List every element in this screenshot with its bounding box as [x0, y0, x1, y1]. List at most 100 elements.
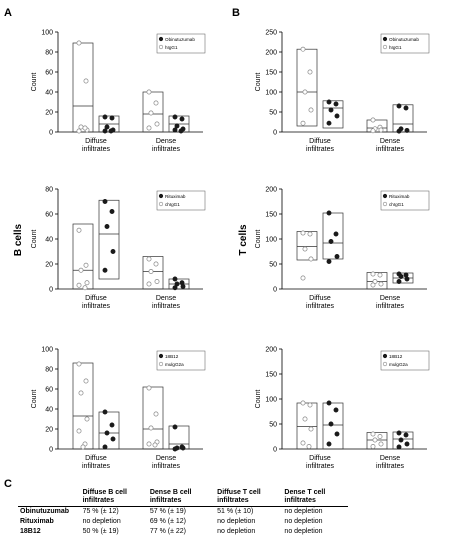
- legend-label: mulgG2a: [165, 362, 184, 367]
- chart-2: 050100150200250CountDiffuseinfiltratesDe…: [255, 30, 430, 153]
- data-point: [396, 128, 402, 134]
- data-point: [334, 431, 340, 437]
- data-point: [300, 120, 306, 126]
- box: [366, 272, 388, 290]
- data-point: [300, 46, 306, 52]
- panel-label-b: B: [232, 7, 240, 19]
- data-point: [172, 446, 178, 452]
- data-point: [174, 281, 180, 287]
- y-axis-label: Count: [255, 230, 262, 249]
- data-point: [404, 441, 410, 447]
- y-tick-label: 200: [265, 347, 277, 354]
- table-cell: 51 % (± 10): [217, 508, 254, 515]
- x-tick-label: Diffuse: [309, 295, 331, 302]
- data-point: [370, 431, 376, 437]
- data-point: [326, 99, 332, 105]
- data-point: [172, 114, 178, 120]
- x-tick-label: infiltrates: [306, 463, 335, 470]
- data-point: [146, 125, 152, 131]
- x-tick-label: Dense: [156, 455, 176, 462]
- legend: Rituximab chIgG1: [380, 190, 430, 211]
- legend-marker: [158, 361, 164, 367]
- box: [322, 100, 344, 129]
- data-point: [172, 424, 178, 430]
- x-tick-label: Diffuse: [85, 455, 107, 462]
- x-tick-label: infiltrates: [82, 146, 111, 153]
- data-point: [78, 124, 84, 130]
- data-point: [104, 430, 110, 436]
- panel-c-depletion-table: C Diffuse B cell infiltrates Dense B cel…: [0, 478, 455, 550]
- data-point: [153, 261, 159, 267]
- y-tick-label: 100: [41, 347, 53, 354]
- data-point: [172, 276, 178, 282]
- x-tick-label: infiltrates: [376, 146, 405, 153]
- x-tick-label: infiltrates: [376, 303, 405, 310]
- y-tick-label: 60: [45, 70, 53, 77]
- table-cell: 77 % (± 22): [149, 528, 186, 535]
- y-tick-label: 20: [45, 262, 53, 269]
- y-tick-label: 60: [45, 387, 53, 394]
- legend-marker: [158, 36, 164, 42]
- data-point: [396, 444, 402, 450]
- box: [142, 91, 164, 133]
- data-point: [80, 444, 86, 450]
- data-point: [104, 224, 110, 229]
- data-point: [333, 231, 339, 237]
- table-header-cell: Dense T cell infiltrates: [282, 488, 348, 507]
- data-point: [146, 385, 152, 391]
- x-tick-label: Diffuse: [309, 455, 331, 462]
- legend-marker: [158, 353, 164, 359]
- legend-label: chIgG1: [165, 202, 180, 207]
- legend: 18B12 mulgG2a: [380, 350, 430, 371]
- chart-4: 050100150200CountDiffuseinfiltratesDense…: [255, 187, 430, 310]
- y-tick-label: 20: [45, 110, 53, 117]
- data-point: [178, 128, 184, 134]
- data-point: [148, 269, 154, 274]
- table-row: Obinutuzumab 75 % (± 12) 57 % (± 19) 51 …: [18, 507, 348, 518]
- y-tick-label: 50: [269, 262, 277, 269]
- data-point: [76, 361, 82, 367]
- data-point: [328, 421, 334, 427]
- y-tick-label: 100: [41, 30, 53, 37]
- y-axis-label: Count: [255, 390, 262, 409]
- y-tick-label: 100: [265, 397, 277, 404]
- data-point: [76, 282, 82, 288]
- data-point: [378, 127, 384, 133]
- data-point: [180, 445, 186, 451]
- data-point: [110, 249, 116, 254]
- data-point: [78, 267, 84, 273]
- data-point: [370, 117, 376, 123]
- legend-box: [156, 190, 206, 211]
- table-cell: no depletion: [284, 518, 323, 525]
- data-point: [307, 69, 313, 75]
- table-cell: no depletion: [284, 528, 323, 535]
- data-point: [102, 114, 108, 120]
- table-cell: 69 % (± 12): [149, 518, 186, 525]
- box: [322, 402, 344, 450]
- table-row: 18B12 50 % (± 19) 77 % (± 22) no depleti…: [18, 527, 348, 537]
- row-label-t-cells: T cells: [238, 224, 249, 256]
- x-tick-label: infiltrates: [82, 303, 111, 310]
- data-point: [334, 113, 340, 119]
- data-point: [370, 271, 376, 277]
- data-point: [102, 128, 108, 134]
- legend-marker: [382, 44, 388, 50]
- y-tick-label: 40: [45, 237, 53, 244]
- data-point: [84, 416, 90, 422]
- chart-6: 050100150200CountDiffuseinfiltratesDense…: [255, 347, 430, 470]
- data-point: [300, 275, 306, 281]
- legend-marker: [382, 361, 388, 367]
- legend-label: hIgG1: [165, 45, 178, 50]
- x-tick-label: Dense: [380, 455, 400, 462]
- table-header-cell: Diffuse T cell infiltrates: [215, 488, 283, 507]
- data-point: [152, 442, 158, 448]
- box: [98, 199, 120, 280]
- x-tick-label: Dense: [380, 295, 400, 302]
- data-point: [174, 123, 180, 129]
- table-row-label: Obinutuzumab: [20, 508, 69, 515]
- data-point: [146, 281, 152, 287]
- data-point: [102, 267, 108, 273]
- x-tick-label: infiltrates: [152, 463, 181, 470]
- table-cell: 75 % (± 12): [82, 508, 119, 515]
- data-point: [403, 272, 409, 278]
